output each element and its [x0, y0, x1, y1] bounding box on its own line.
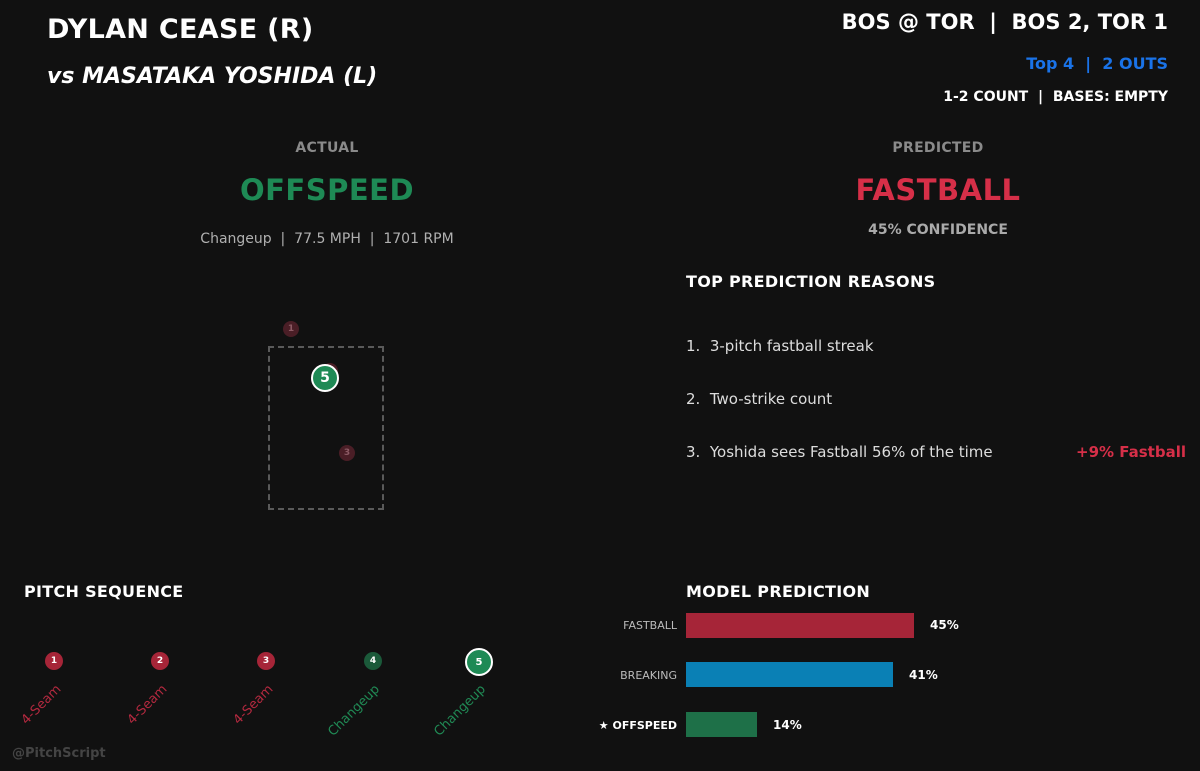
bar-fastball — [686, 613, 914, 638]
sequence-pitch-marker: 2 — [151, 652, 169, 670]
bar-label-offspeed: ★ OFFSPEED — [598, 719, 677, 732]
count-bases: 1-2 COUNT | BASES: EMPTY — [943, 89, 1168, 105]
inning-outs: Top 4 | 2 OUTS — [1026, 54, 1168, 73]
sequence-pitch-label: 4-Seam — [230, 682, 277, 728]
sequence-pitch-marker: 1 — [45, 652, 63, 670]
reason-impact: +9% Fastball — [1076, 443, 1186, 461]
strike-zone — [268, 346, 384, 510]
bar-label-breaking: BREAKING — [620, 669, 677, 682]
actual-pitch-type: OFFSPEED — [239, 173, 415, 207]
actual-pitch-details: Changeup | 77.5 MPH | 1701 RPM — [200, 231, 454, 247]
watermark: @PitchScript — [12, 746, 106, 761]
sequence-current-pitch-marker: 5 — [465, 648, 493, 676]
predicted-pitch-type: FASTBALL — [855, 173, 1021, 207]
sequence-pitch-label: 4-Seam — [18, 682, 65, 728]
sequence-pitch-marker: 3 — [257, 652, 275, 670]
game-matchup-score: BOS @ TOR | BOS 2, TOR 1 — [841, 10, 1168, 34]
reason-item: 2. Two-strike count — [686, 390, 833, 408]
sequence-pitch-label: 4-Seam — [124, 682, 171, 728]
zone-pitch-marker: 1 — [283, 321, 299, 337]
pitch-sequence-title: PITCH SEQUENCE — [24, 582, 184, 601]
sequence-pitch-label: Changeup — [325, 682, 383, 740]
bar-value-offspeed: 14% — [773, 718, 802, 732]
reasons-title: TOP PREDICTION REASONS — [686, 272, 936, 291]
bar-value-breaking: 41% — [909, 668, 938, 682]
zone-current-pitch-marker: 5 — [311, 364, 339, 392]
batter-name: vs MASATAKA YOSHIDA (L) — [47, 64, 378, 89]
reason-item: 3. Yoshida sees Fastball 56% of the time — [686, 443, 993, 461]
sequence-pitch-label: Changeup — [431, 682, 489, 740]
actual-label: ACTUAL — [295, 140, 359, 156]
reason-item: 1. 3-pitch fastball streak — [686, 337, 874, 355]
sequence-pitch-marker: 4 — [364, 652, 382, 670]
predicted-label: PREDICTED — [892, 140, 984, 156]
bar-label-fastball: FASTBALL — [623, 619, 677, 632]
model-prediction-title: MODEL PREDICTION — [686, 582, 871, 601]
pitcher-name: DYLAN CEASE (R) — [47, 14, 314, 45]
prediction-confidence: 45% CONFIDENCE — [868, 222, 1008, 238]
bar-offspeed — [686, 712, 757, 737]
bar-value-fastball: 45% — [930, 618, 959, 632]
bar-breaking — [686, 662, 893, 687]
zone-pitch-marker: 3 — [339, 445, 355, 461]
